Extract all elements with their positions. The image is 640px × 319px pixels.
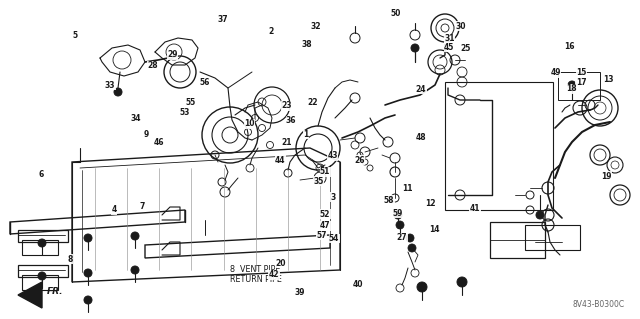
Circle shape [84, 269, 92, 277]
Bar [525, 225, 580, 250]
Text: 22: 22 [307, 98, 317, 107]
Text: 1: 1 [303, 130, 308, 139]
Text: 9: 9 [143, 130, 148, 139]
Text: 14: 14 [429, 225, 439, 234]
Text: 43: 43 [328, 151, 338, 160]
Circle shape [84, 296, 92, 304]
Text: 26: 26 [355, 156, 365, 165]
Text: 5: 5 [73, 31, 78, 40]
Text: 47: 47 [320, 221, 330, 230]
Circle shape [408, 244, 416, 252]
Circle shape [417, 282, 427, 292]
Text: 4: 4 [111, 205, 116, 214]
Text: 8V43-B0300C: 8V43-B0300C [573, 300, 625, 309]
Text: 24: 24 [416, 85, 426, 94]
Text: RETURN PIPE: RETURN PIPE [230, 276, 282, 285]
Text: 8: 8 [68, 255, 73, 263]
Circle shape [84, 234, 92, 242]
Text: 52: 52 [320, 210, 330, 219]
Circle shape [38, 239, 46, 247]
Text: 35: 35 [314, 177, 324, 186]
Text: 48: 48 [416, 133, 426, 142]
Text: 54: 54 [329, 234, 339, 243]
Text: 39: 39 [294, 288, 305, 297]
Text: 6: 6 [39, 170, 44, 179]
Text: 18: 18 [566, 84, 577, 93]
Text: 11: 11 [402, 184, 412, 193]
Text: 10: 10 [244, 119, 255, 128]
Text: 19: 19 [602, 172, 612, 181]
Text: 27: 27 [397, 233, 407, 242]
Text: 32: 32 [311, 22, 321, 31]
Text: 15: 15 [576, 68, 586, 77]
Text: 28: 28 [147, 61, 157, 70]
Circle shape [411, 44, 419, 52]
Circle shape [131, 232, 139, 240]
Text: 7: 7 [140, 202, 145, 211]
Circle shape [568, 81, 576, 89]
Text: 3: 3 [331, 193, 336, 202]
Circle shape [394, 211, 402, 219]
Text: 13: 13 [603, 75, 613, 84]
Text: 40: 40 [353, 280, 364, 289]
Text: 49: 49 [550, 68, 561, 77]
Text: 58: 58 [384, 196, 394, 205]
Text: 50: 50 [390, 9, 401, 18]
Text: 38: 38 [302, 40, 312, 48]
Text: 20: 20 [275, 259, 285, 268]
Circle shape [457, 277, 467, 287]
Text: 45: 45 [444, 43, 454, 52]
Text: 37: 37 [218, 15, 228, 24]
Circle shape [114, 88, 122, 96]
Polygon shape [18, 282, 42, 308]
Text: 51: 51 [320, 167, 330, 176]
Text: 2: 2 [269, 27, 274, 36]
Text: 23: 23 [282, 101, 292, 110]
Text: 33: 33 [105, 81, 115, 90]
Text: 59: 59 [393, 209, 403, 218]
Text: 12: 12 [425, 199, 435, 208]
Bar [445, 82, 553, 210]
Text: 21: 21 [282, 138, 292, 147]
Text: 57: 57 [316, 231, 326, 240]
Text: 55: 55 [186, 98, 196, 107]
Circle shape [131, 266, 139, 274]
Circle shape [38, 272, 46, 280]
Bar [558, 72, 600, 100]
Text: 16: 16 [564, 42, 575, 51]
Text: 41: 41 [470, 204, 480, 213]
Circle shape [396, 221, 404, 229]
Text: 44: 44 [275, 156, 285, 165]
Text: 42: 42 [269, 271, 279, 279]
Text: 17: 17 [576, 78, 586, 87]
Text: 8  VENT PIPE: 8 VENT PIPE [230, 265, 280, 275]
Circle shape [406, 234, 414, 242]
Text: 36: 36 [286, 116, 296, 125]
Text: 30: 30 [456, 22, 466, 31]
Text: 53: 53 [179, 108, 189, 117]
Circle shape [536, 211, 544, 219]
Text: 56: 56 [200, 78, 210, 87]
Text: 46: 46 [154, 138, 164, 147]
Text: 25: 25 [461, 44, 471, 53]
Text: 29: 29 [168, 50, 178, 59]
Text: FR.: FR. [47, 287, 63, 296]
Text: 31: 31 [444, 34, 454, 43]
Text: 34: 34 [131, 114, 141, 123]
